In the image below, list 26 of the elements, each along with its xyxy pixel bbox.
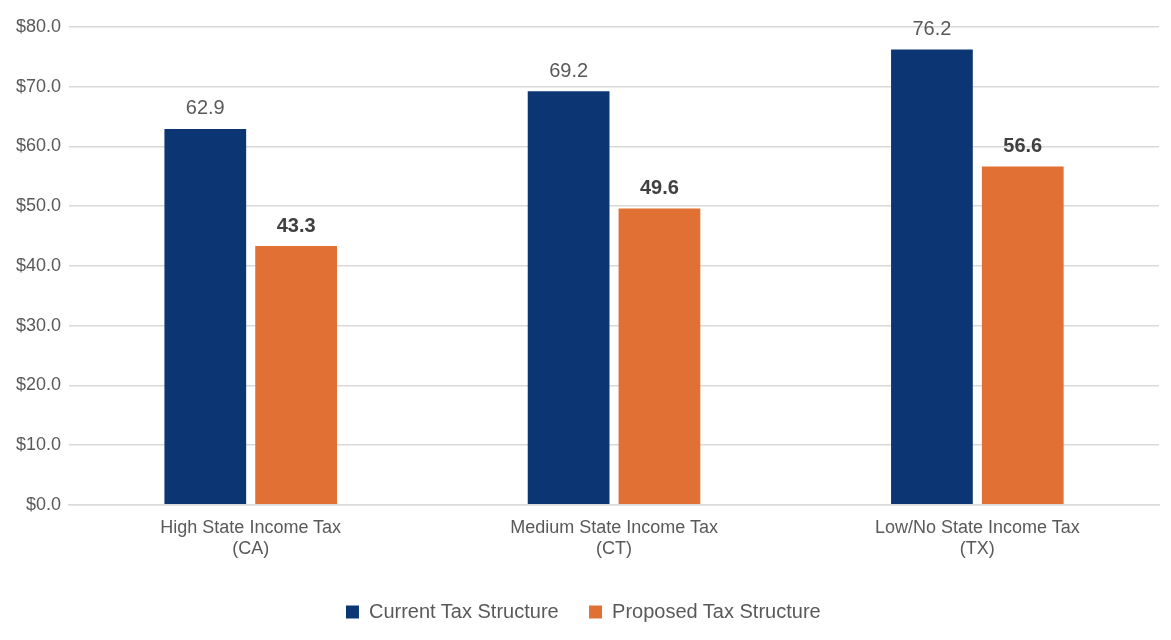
data-label: 56.6: [1003, 134, 1043, 157]
data-label: 62.9: [185, 96, 225, 119]
legend-label: Proposed Tax Structure: [612, 599, 821, 622]
y-tick-label: $30.0: [16, 314, 62, 335]
bar: [981, 166, 1064, 505]
y-tick-label: $70.0: [16, 75, 62, 96]
data-label: 69.2: [549, 58, 589, 81]
y-tick-label: $60.0: [16, 135, 62, 156]
y-tick-label: $20.0: [16, 374, 62, 395]
data-label: 49.6: [639, 175, 679, 198]
y-tick-label: $40.0: [16, 254, 62, 275]
bar: [891, 49, 973, 505]
y-tick-label: $80.0: [16, 15, 62, 36]
data-label: 43.3: [276, 213, 316, 236]
bar: [527, 91, 610, 505]
bar: [618, 208, 701, 505]
y-tick-label: $0.0: [26, 493, 62, 514]
bar: [164, 128, 247, 505]
x-tick-label: Low/No State Income Tax (TX): [874, 516, 1080, 559]
y-tick-label: $50.0: [16, 195, 62, 216]
bar: [255, 246, 337, 505]
data-label: 76.2: [912, 17, 952, 40]
x-tick-label: High State Income Tax (CA): [160, 516, 342, 559]
legend-label: Current Tax Structure: [368, 599, 559, 622]
x-tick-label: Medium State Income Tax (CT): [510, 516, 718, 559]
y-tick-label: $10.0: [16, 434, 62, 455]
